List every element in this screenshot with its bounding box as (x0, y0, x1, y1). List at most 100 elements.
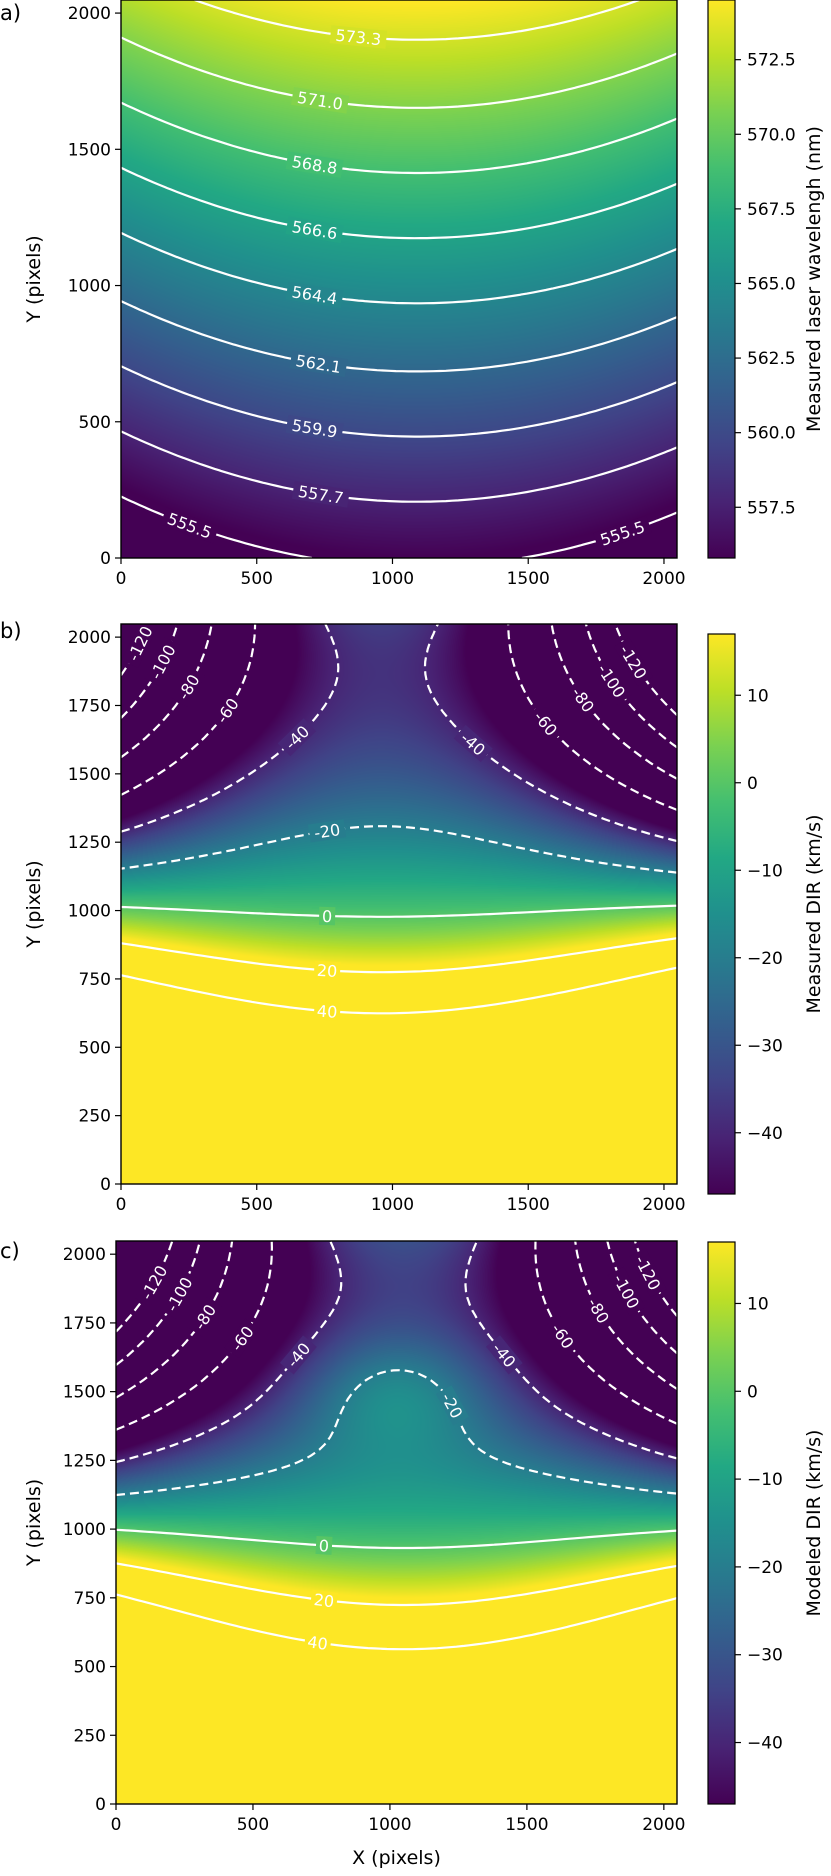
contour-label-bg (308, 819, 347, 843)
panel-label: b) (0, 619, 22, 643)
colorbar-tick-label: 567.5 (747, 200, 796, 220)
contour-label-bg (187, 1296, 222, 1337)
colorbar-tick-label: 10 (747, 686, 769, 706)
y-axis-label: Y (pixels) (23, 235, 45, 323)
contour-label-bg (291, 481, 350, 508)
colorbar-label: Measured DIR (km/s) (803, 815, 825, 1014)
contour-label-bg (291, 87, 350, 114)
contour-line--60 (534, 1241, 677, 1425)
colorbar-tick-label: −10 (747, 1470, 783, 1490)
y-tick-label: 1500 (63, 1383, 106, 1403)
contour-line-566.6 (121, 166, 677, 240)
colorbar-tick-label: −20 (747, 1558, 783, 1578)
x-axis-label: X (pixels) (352, 1847, 441, 1869)
colorbar-tick-label: −30 (747, 1036, 783, 1056)
contour-label-bg (591, 656, 632, 705)
colorbar-tick-label: −30 (747, 1646, 783, 1666)
contour-line--40 (116, 1241, 343, 1464)
x-tick-label: 2000 (642, 1815, 685, 1835)
contour-label-bg (629, 1248, 667, 1298)
y-tick-label: 500 (74, 1658, 106, 1678)
colorbar-tick-label: 562.5 (747, 349, 796, 369)
contour-line--80 (550, 624, 677, 780)
contour-label-bg (527, 703, 565, 743)
colorbar (707, 0, 736, 559)
contour-label-bg (435, 1385, 469, 1426)
contour-label: 0 (322, 907, 333, 926)
contour-label-bg (545, 1315, 581, 1356)
contour-label-bg (285, 281, 344, 309)
y-tick-label: 1000 (68, 277, 111, 297)
contour-line-20 (121, 937, 677, 974)
contour-label-bg (613, 637, 654, 687)
y-tick-label: 500 (79, 1038, 111, 1058)
contour-line--80 (121, 624, 213, 759)
colorbar-tick-label: 560.0 (747, 424, 796, 444)
colorbar-tick-label: 0 (747, 774, 758, 794)
y-axis-label: Y (pixels) (23, 860, 45, 948)
y-tick-label: 2000 (63, 1245, 106, 1265)
contour-label-bg (593, 515, 652, 551)
y-tick-label: 250 (79, 1107, 111, 1127)
y-tick-label: 1250 (68, 833, 111, 853)
x-tick-label: 0 (111, 1815, 122, 1835)
colorbar-tick-label: 10 (747, 1294, 769, 1314)
contour-line-564.4 (121, 231, 677, 305)
contour-line--40 (423, 624, 677, 843)
contour-line-0 (116, 1528, 677, 1550)
contour-label-bg (160, 507, 220, 544)
contour-line--20 (116, 1369, 677, 1497)
contour-line--40 (121, 624, 340, 833)
y-tick-label: 2000 (68, 4, 111, 24)
contour-line--60 (507, 624, 677, 811)
y-tick-label: 2000 (68, 628, 111, 648)
contour-line--60 (121, 624, 257, 796)
contour-line-40 (121, 966, 677, 1015)
contour-label-bg (313, 960, 341, 981)
colorbar-tick-label: −20 (747, 949, 783, 969)
contour-label: 573.3 (335, 26, 382, 49)
heatmap-image (116, 1241, 677, 1804)
x-tick-label: 0 (116, 1195, 127, 1215)
contour-line-559.9 (121, 365, 677, 438)
y-tick-label: 0 (100, 549, 111, 569)
contour-label-bg (285, 414, 344, 442)
contour-line--80 (574, 1241, 677, 1390)
contour-label-bg (453, 724, 493, 763)
contour-label: 40 (316, 1001, 338, 1022)
x-tick-label: 1000 (368, 1815, 411, 1835)
y-tick-label: 1000 (68, 902, 111, 922)
colorbar-tick-label: 570.0 (747, 125, 796, 145)
contour-label-bg (315, 1535, 333, 1555)
colorbar-label: Modeled DIR (km/s) (803, 1430, 825, 1617)
panel-1: 555.5 555.5557.7559.9562.1564.4566.6568.8… (0, 0, 825, 589)
y-tick-label: 0 (100, 1175, 111, 1195)
contour-line--40 (464, 1241, 677, 1460)
x-tick-label: 1500 (507, 569, 550, 589)
contour-label: -20 (313, 820, 342, 843)
contour-line--80 (116, 1241, 234, 1399)
contour-line-562.1 (121, 300, 677, 373)
contour-label-bg (565, 679, 601, 720)
x-tick-label: 500 (241, 1195, 273, 1215)
contour-line-571.0 (121, 36, 677, 109)
contour-label: 20 (316, 961, 337, 981)
contour-label-bg (224, 1318, 260, 1359)
contour-label: 0 (318, 1536, 329, 1556)
contour-label-bg (171, 666, 206, 707)
colorbar-label: Measured laser wavelengh (nm) (803, 126, 825, 432)
contour-label-bg (607, 1266, 646, 1316)
panel-label: c) (0, 1239, 20, 1263)
colorbar (707, 633, 736, 1195)
colorbar-tick-label: −40 (747, 1734, 783, 1754)
contour-line-573.3 (194, 0, 640, 41)
y-axis-label: Y (pixels) (23, 1479, 45, 1567)
panel-label: a) (0, 1, 21, 25)
x-tick-label: 500 (241, 569, 273, 589)
contour-label-bg (285, 151, 344, 178)
contour-label-bg (581, 1290, 616, 1331)
contour-label-bg (277, 718, 317, 757)
contour-label-bg (310, 1589, 339, 1611)
